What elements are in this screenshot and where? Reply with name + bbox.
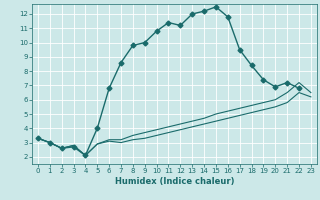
X-axis label: Humidex (Indice chaleur): Humidex (Indice chaleur) xyxy=(115,177,234,186)
